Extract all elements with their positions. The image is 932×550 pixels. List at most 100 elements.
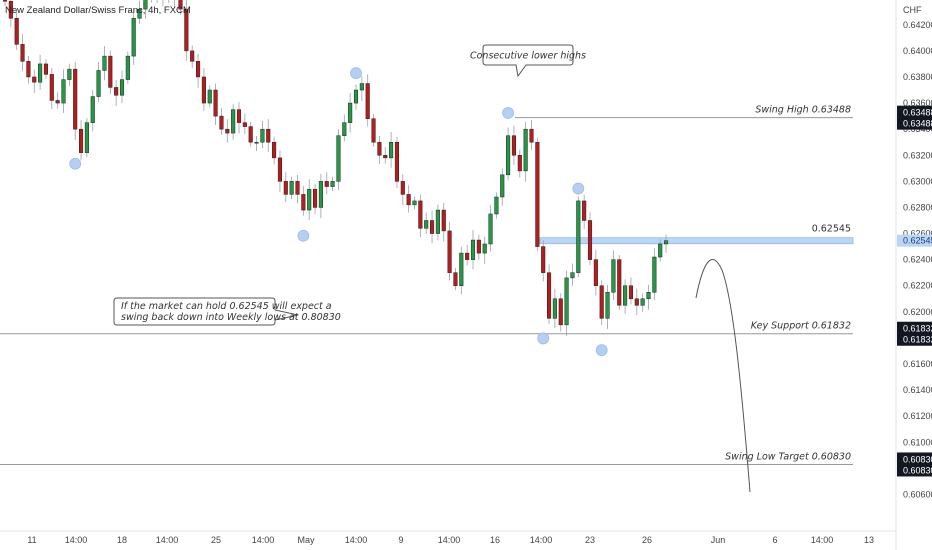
time-tick-label: 14:00 (252, 535, 275, 545)
candle-body (646, 291, 651, 300)
time-tick-label: 23 (585, 535, 595, 545)
candle-body (640, 298, 645, 306)
candle-body (500, 174, 505, 198)
candle-body (424, 220, 429, 229)
zone-price-tag-bg (897, 234, 932, 247)
candle-body (383, 155, 388, 159)
candle-body (14, 18, 19, 45)
time-tick-label: 14:00 (438, 535, 461, 545)
time-tick-label: 14:00 (811, 535, 834, 545)
candle-body (535, 141, 540, 247)
candle-body (73, 68, 78, 130)
time-tick-label: 11 (27, 535, 36, 545)
projection-curve (695, 258, 751, 493)
candle-body (377, 141, 382, 156)
callout-note-line2: swing back down into Weekly lows at 0.80… (121, 312, 341, 323)
chart-title: New Zealand Dollar/Swiss Franc, 4h, FXCM (5, 5, 191, 16)
candle-body (605, 291, 610, 319)
candle-body (55, 100, 60, 104)
pivot-marker (297, 229, 310, 242)
candle-body (242, 122, 247, 127)
time-tick-label: 16 (490, 535, 500, 545)
level-price-tag-2: 0.61832 (903, 335, 932, 345)
candle-body (365, 83, 370, 119)
candle-body (184, 8, 189, 52)
candle-body (330, 181, 335, 187)
candle-body (488, 213, 493, 245)
candle-body (20, 44, 25, 62)
candle-body (506, 135, 511, 176)
candle-body (295, 181, 300, 195)
candle-body (476, 239, 481, 254)
candle-body (453, 272, 458, 286)
time-tick-label: 26 (642, 535, 652, 545)
candle-body (143, 0, 148, 10)
candle-body (400, 181, 405, 195)
level-price-tag: 0.63488 (903, 108, 932, 118)
candle-body (412, 200, 417, 206)
candle-body (213, 89, 218, 117)
candle-body (634, 298, 639, 306)
zone-label: 0.62545 (812, 224, 851, 235)
candle-body (43, 63, 49, 75)
level-price-tag-2: 0.60830 (903, 465, 932, 475)
candle-body (190, 50, 195, 62)
candle-body (207, 89, 212, 104)
candle-body (272, 141, 277, 159)
candle-body (49, 74, 54, 101)
candle-body (447, 230, 452, 273)
candle-body (336, 135, 341, 182)
candle-body (125, 55, 130, 80)
candle-body (353, 89, 359, 104)
candle-body (196, 61, 201, 78)
candle-body (441, 209, 446, 232)
candle-body (254, 141, 259, 144)
candle-body (119, 79, 125, 96)
level-price-tag-bg (897, 321, 932, 346)
candle-body (611, 259, 616, 293)
candle-body (558, 298, 563, 326)
level-label: Key Support 0.61832 (751, 321, 851, 332)
time-tick-label: 9 (398, 535, 403, 545)
candle-body (26, 61, 31, 78)
candle-body (114, 87, 119, 96)
candle-body (318, 181, 323, 208)
candle-body (494, 196, 499, 215)
time-tick-label: 13 (864, 535, 874, 545)
callout-note[interactable]: If the market can hold 0.62545 will expe… (113, 297, 341, 326)
time-tick-label: May (297, 535, 315, 545)
price-tick-label: 0.60600 (903, 489, 932, 499)
candle-body (529, 128, 534, 143)
candle-body (225, 128, 230, 134)
time-tick-label: Jun (711, 535, 726, 545)
candle-body (593, 259, 598, 286)
candle-body (8, 1, 13, 19)
candle-body (84, 122, 89, 153)
candle-body (277, 157, 282, 182)
zone-price-tag: 0.62545 (903, 236, 932, 246)
candle-body (470, 239, 476, 260)
candle-body (248, 126, 253, 143)
candle-body (418, 200, 423, 229)
pivot-marker (502, 107, 515, 119)
level-price-tag: 0.61832 (903, 324, 932, 334)
time-tick-label: 18 (117, 535, 127, 545)
candle-body (137, 8, 142, 19)
level-label: Swing Low Target 0.60830 (725, 451, 851, 462)
pivot-marker (350, 67, 362, 80)
candle-body (599, 285, 604, 319)
candle-body (301, 194, 306, 211)
candle-body (628, 285, 634, 300)
callout-note-line1: If the market can hold 0.62545 will expe… (121, 301, 332, 312)
callout-lower-highs[interactable]: Consecutive lower highs (470, 44, 586, 78)
candle-body (564, 277, 569, 326)
candle-body (570, 272, 575, 279)
candle-body (289, 181, 294, 195)
